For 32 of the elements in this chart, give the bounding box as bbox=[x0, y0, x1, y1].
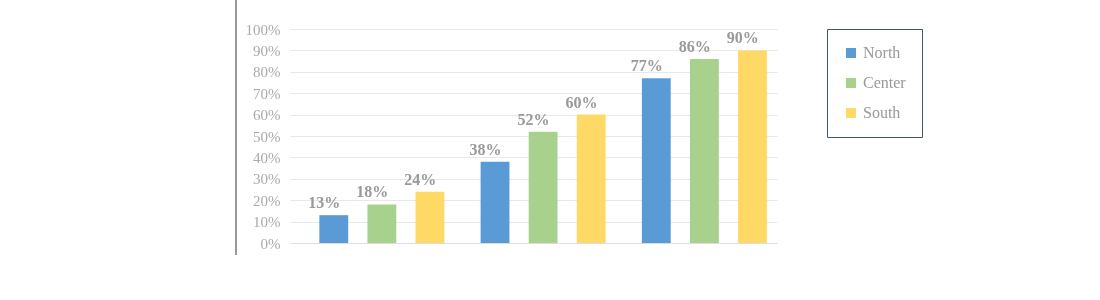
y-tick-label: 100% bbox=[245, 21, 281, 38]
y-tick-label: 10% bbox=[253, 214, 281, 231]
y-tick-label: 80% bbox=[253, 64, 281, 81]
y-tick-label: 70% bbox=[253, 85, 281, 102]
y-tick-label: 50% bbox=[253, 128, 281, 145]
bar bbox=[641, 78, 671, 243]
data-label: 38% bbox=[469, 140, 502, 158]
bar bbox=[738, 50, 767, 243]
data-label: 24% bbox=[404, 170, 437, 188]
data-label: 90% bbox=[726, 29, 759, 47]
data-label: 13% bbox=[308, 194, 341, 212]
bar bbox=[689, 58, 719, 243]
data-label: 18% bbox=[356, 183, 389, 201]
bar bbox=[576, 114, 606, 243]
y-tick-label: 60% bbox=[253, 107, 281, 124]
y-tick-label: 40% bbox=[253, 149, 281, 166]
legend-label: South bbox=[863, 104, 901, 121]
bar bbox=[319, 215, 349, 243]
bar bbox=[480, 161, 510, 243]
data-label: 86% bbox=[678, 37, 711, 55]
bar bbox=[367, 204, 397, 243]
legend-label: Center bbox=[863, 74, 907, 91]
bar bbox=[415, 191, 445, 243]
data-label: 77% bbox=[630, 57, 663, 75]
bar bbox=[528, 131, 558, 243]
y-tick-label: 90% bbox=[253, 42, 281, 59]
legend-label: North bbox=[863, 44, 901, 61]
y-tick-label: 0% bbox=[260, 235, 281, 252]
y-tick-label: 30% bbox=[253, 171, 281, 188]
data-label: 52% bbox=[517, 110, 550, 128]
data-label: 60% bbox=[565, 93, 598, 111]
y-tick-label: 20% bbox=[253, 192, 281, 209]
